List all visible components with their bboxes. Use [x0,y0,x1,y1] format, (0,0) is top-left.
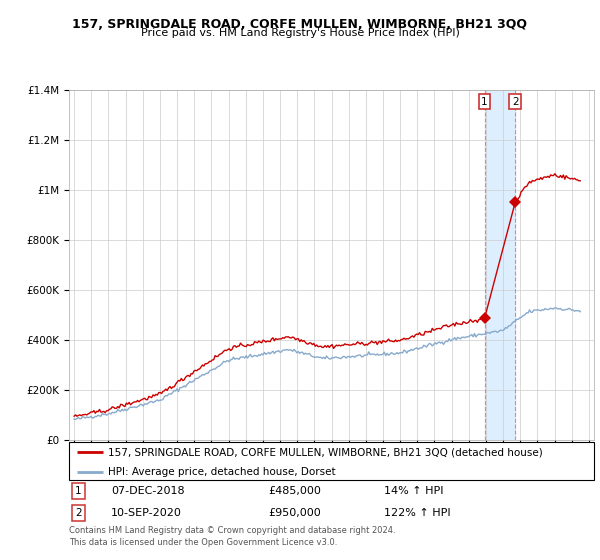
FancyBboxPatch shape [69,442,594,480]
Text: 10-SEP-2020: 10-SEP-2020 [111,508,182,518]
Text: 2: 2 [512,97,518,107]
Text: 157, SPRINGDALE ROAD, CORFE MULLEN, WIMBORNE, BH21 3QQ (detached house): 157, SPRINGDALE ROAD, CORFE MULLEN, WIMB… [109,448,543,458]
Text: 157, SPRINGDALE ROAD, CORFE MULLEN, WIMBORNE, BH21 3QQ: 157, SPRINGDALE ROAD, CORFE MULLEN, WIMB… [73,18,527,31]
Text: Contains HM Land Registry data © Crown copyright and database right 2024.
This d: Contains HM Land Registry data © Crown c… [69,526,395,547]
Text: 07-DEC-2018: 07-DEC-2018 [111,486,185,496]
Text: 14% ↑ HPI: 14% ↑ HPI [384,486,443,496]
Text: £950,000: £950,000 [269,508,321,518]
Text: 2: 2 [75,508,82,518]
Text: 122% ↑ HPI: 122% ↑ HPI [384,508,451,518]
Text: HPI: Average price, detached house, Dorset: HPI: Average price, detached house, Dors… [109,467,336,477]
Text: Price paid vs. HM Land Registry's House Price Index (HPI): Price paid vs. HM Land Registry's House … [140,28,460,38]
Text: 1: 1 [481,97,488,107]
Text: 1: 1 [75,486,82,496]
Bar [485,90,515,440]
Text: £485,000: £485,000 [269,486,322,496]
